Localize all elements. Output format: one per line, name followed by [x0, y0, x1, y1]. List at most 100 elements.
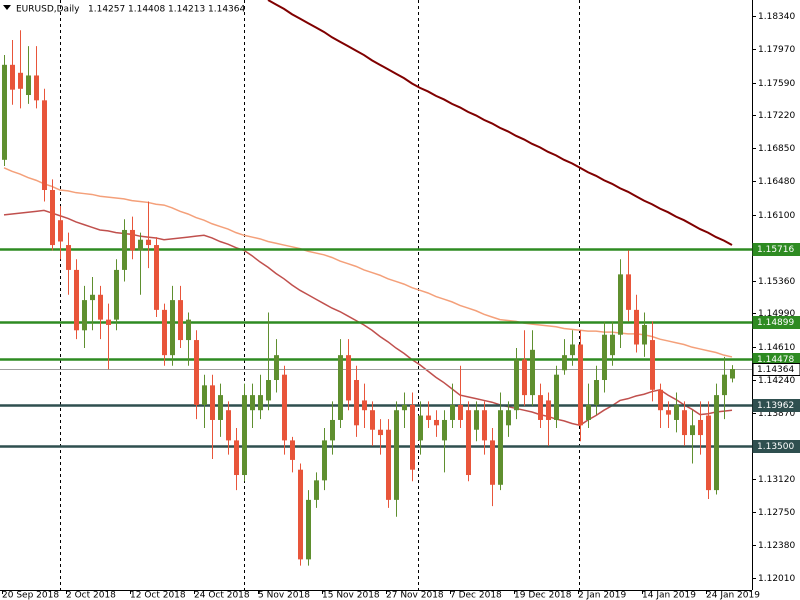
candle-body [34, 75, 39, 101]
candle-body [434, 419, 439, 426]
y-tick-label: 1.16850 [758, 144, 795, 154]
x-tick-label: 24 Jan 2019 [706, 591, 760, 600]
candle-body [506, 410, 511, 426]
candle-body [290, 440, 295, 460]
candle-body [50, 190, 55, 246]
candle-body [306, 499, 311, 560]
candle-body [450, 404, 455, 420]
candle-body [170, 300, 175, 356]
x-tick-label: 19 Dec 2018 [514, 591, 572, 600]
moving-average-line [3, 167, 733, 358]
candle-body [154, 245, 159, 310]
candle-body [114, 269, 119, 320]
price-label: 1.13962 [757, 401, 794, 411]
candle-body [466, 410, 471, 476]
y-tick-label: 1.17970 [758, 45, 795, 55]
candle-body [242, 395, 247, 476]
candle-body [394, 410, 399, 500]
candle-body [178, 300, 183, 341]
candle-body [130, 229, 135, 251]
candle-body [194, 340, 199, 405]
menu-arrow[interactable] [3, 5, 11, 10]
candle-body [386, 429, 391, 500]
candle-body [546, 400, 551, 420]
candle-body [226, 410, 231, 441]
candle-body [690, 425, 695, 436]
candle-body [482, 410, 487, 441]
candle-body [650, 340, 655, 390]
candle-body [474, 410, 479, 430]
candle-body [570, 344, 575, 356]
candle-body [402, 404, 407, 411]
candle-body [442, 419, 447, 441]
period-separators [60, 0, 580, 590]
candle-body [594, 380, 599, 405]
candle-body [418, 415, 423, 441]
candle-body [234, 440, 239, 476]
candle-body [314, 480, 319, 500]
candle-body [58, 220, 63, 242]
candle-body [610, 334, 615, 356]
candle-body [586, 404, 591, 420]
candle-body [122, 229, 127, 270]
ohlc-low: 1.14213 [168, 5, 205, 15]
candle-body [522, 359, 527, 396]
y-tick-label: 1.17590 [758, 79, 795, 89]
candle-body [186, 319, 191, 341]
candle-body [338, 355, 343, 420]
candle-body [362, 400, 367, 411]
candle-body [370, 410, 375, 430]
candle-body [218, 395, 223, 420]
candle-body [490, 440, 495, 485]
candle-body [90, 294, 95, 301]
x-tick-label: 12 Oct 2018 [130, 591, 186, 600]
candle-body [82, 300, 87, 331]
candle-body [602, 334, 607, 381]
x-tick-label: 27 Nov 2018 [386, 591, 444, 600]
candle-body [578, 344, 583, 426]
candle-body [42, 100, 47, 191]
y-tick-label: 1.14240 [758, 376, 795, 386]
price-label: 1.15716 [757, 245, 794, 255]
candle-body [26, 75, 31, 96]
price-label-box [752, 243, 800, 256]
y-tick-label: 1.12380 [758, 541, 795, 551]
candle-body [322, 440, 327, 481]
price-label: 1.13500 [757, 442, 794, 452]
moving-average-line [267, 0, 733, 246]
candle-body [426, 415, 431, 420]
y-tick-label: 1.16480 [758, 177, 795, 187]
y-tick-label: 1.15360 [758, 277, 795, 287]
x-tick-label: 15 Nov 2018 [322, 591, 380, 600]
chart-title: EURUSD,Daily [16, 5, 80, 15]
y-tick-label: 1.14990 [758, 309, 795, 319]
candle-body [538, 395, 543, 420]
price-label-box [752, 399, 800, 412]
candle-body [138, 239, 143, 251]
ohlc-close: 1.14364 [208, 5, 245, 15]
candle-body [554, 374, 559, 420]
y-tick-label: 1.18340 [758, 12, 795, 22]
y-tick-label: 1.12750 [758, 508, 795, 518]
candle-body [562, 355, 567, 371]
candle-body [162, 309, 167, 356]
candle-body [618, 274, 623, 335]
price-label-box [752, 440, 800, 453]
candle-body [658, 389, 663, 411]
candle-body [674, 404, 679, 420]
candle-body [258, 395, 263, 411]
price-label: 1.14478 [757, 355, 794, 365]
candle-body [250, 395, 255, 411]
candle-body [714, 395, 719, 491]
candle-body [98, 294, 103, 320]
candle-body [666, 410, 671, 415]
y-tick-label: 1.12010 [758, 574, 795, 584]
candle-body [514, 359, 519, 411]
candle-body [146, 239, 151, 246]
y-tick-label: 1.17220 [758, 111, 795, 121]
candle-body [298, 469, 303, 560]
price-label: 1.14899 [757, 318, 794, 328]
candle-body [682, 410, 687, 436]
